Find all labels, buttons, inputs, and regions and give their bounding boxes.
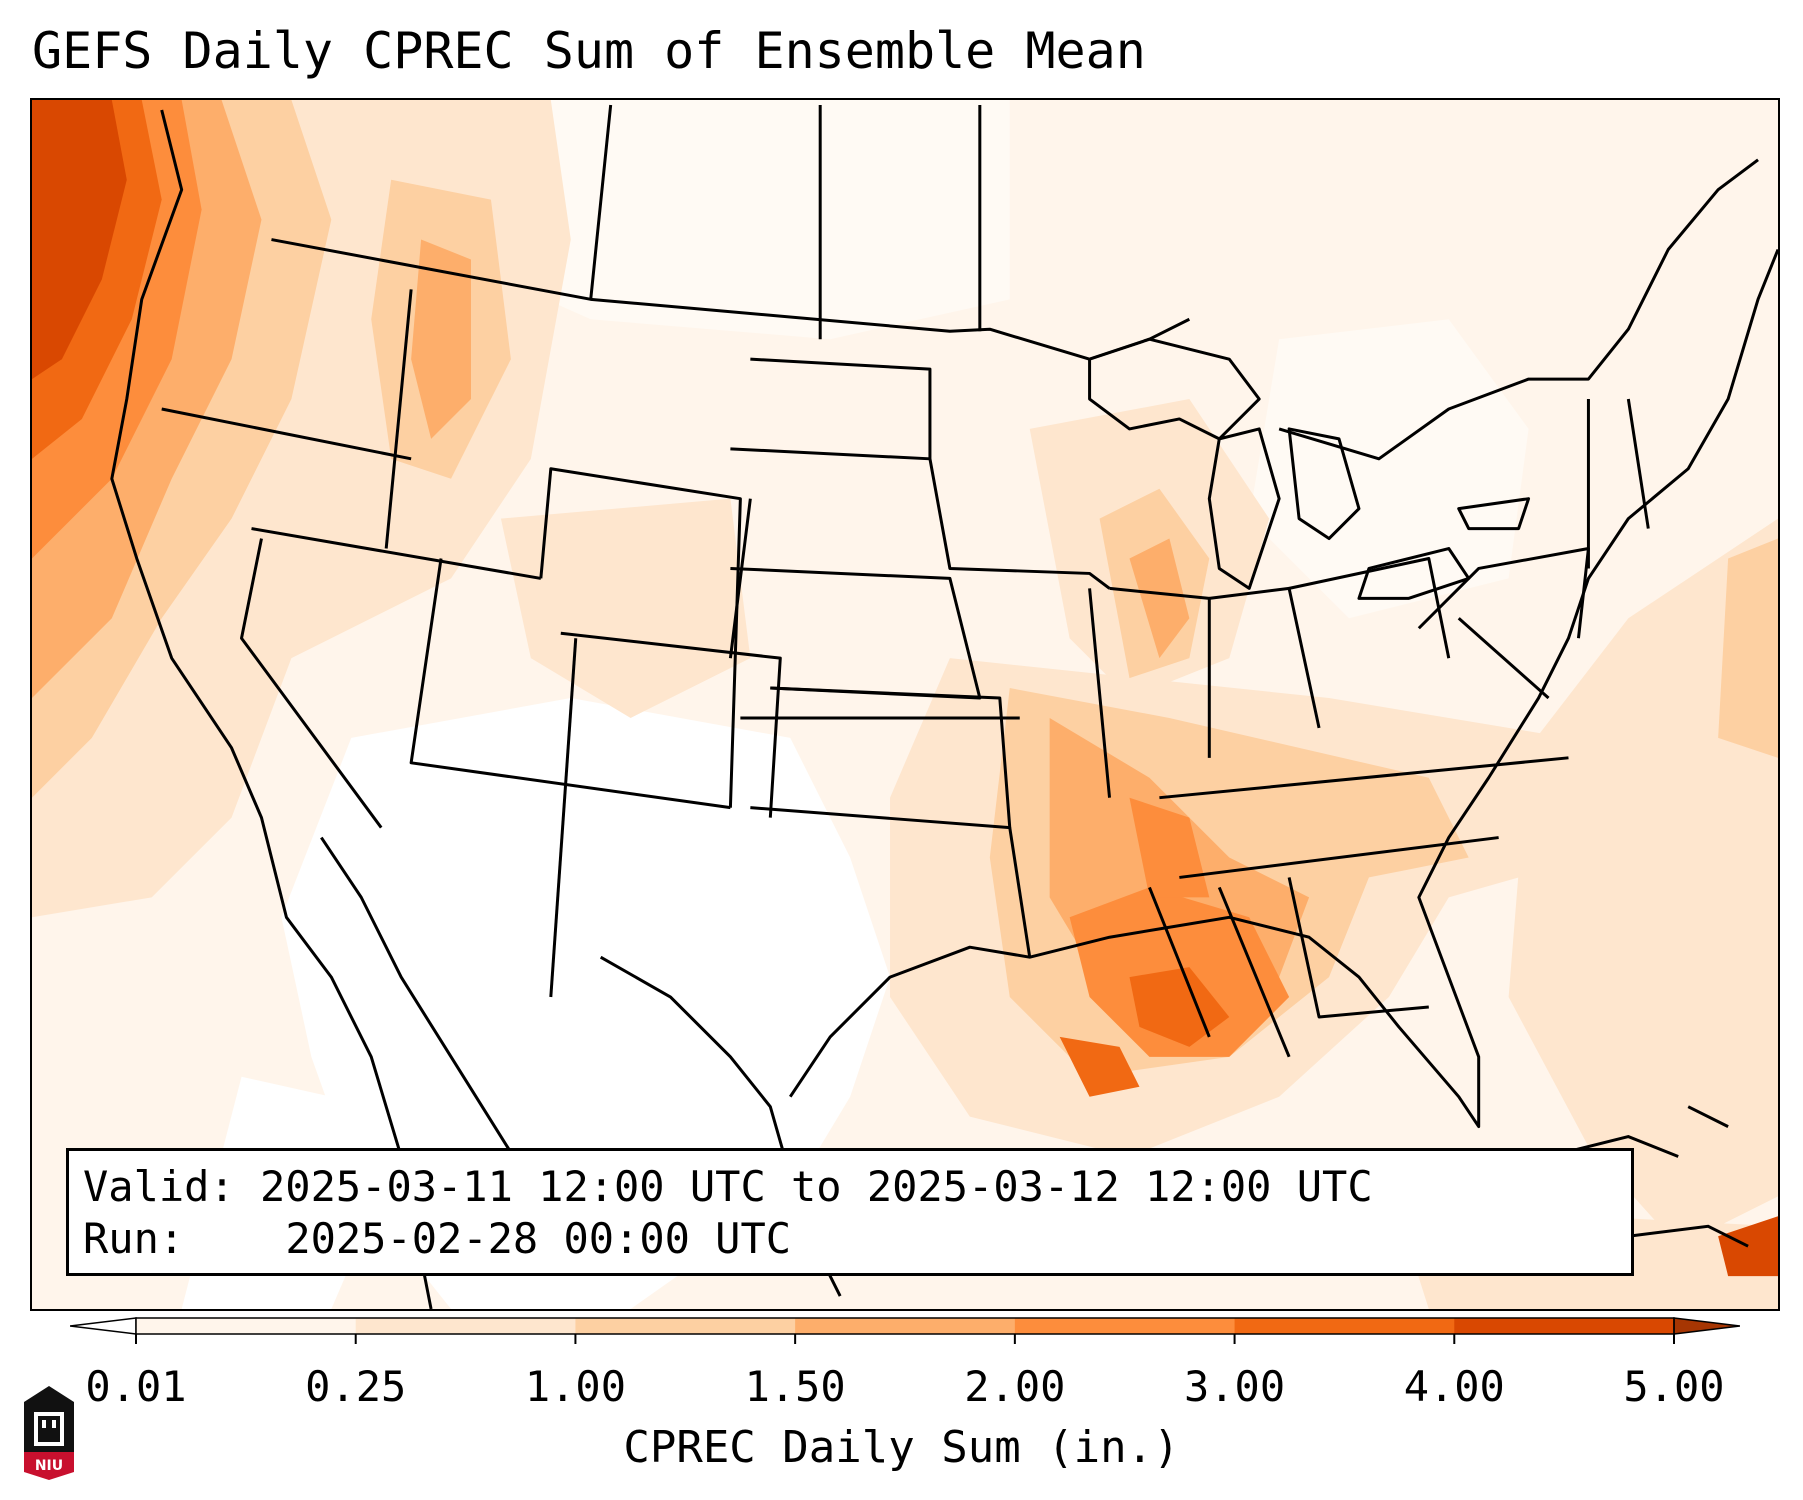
valid-line: Valid: 2025-03-11 12:00 UTC to 2025-03-1… (83, 1161, 1617, 1213)
colorbar-tick-label: 0.01 (85, 1362, 187, 1411)
colorbar-segment (355, 1318, 576, 1334)
colorbar-tick-label: 4.00 (1403, 1362, 1505, 1411)
precipitation-map (32, 100, 1778, 1309)
map-frame (30, 98, 1780, 1311)
colorbar-tick-label: 5.00 (1623, 1362, 1725, 1411)
colorbar-segment (575, 1318, 796, 1334)
boundaries (110, 104, 1778, 1309)
colorbar-segment (795, 1318, 1016, 1334)
colorbar-tick-label: 0.25 (305, 1362, 407, 1411)
run-line: Run: 2025-02-28 00:00 UTC (83, 1213, 1617, 1265)
colorbar-segment (1014, 1318, 1236, 1334)
valid-value: 2025-03-11 12:00 UTC to 2025-03-12 12:00… (260, 1162, 1373, 1211)
svg-text:NIU: NIU (35, 1458, 63, 1474)
colorbar-segment (136, 1318, 357, 1334)
colorbar-segment (1454, 1318, 1675, 1334)
colorbar-tick-label: 3.00 (1183, 1362, 1286, 1411)
colorbar-tick-label: 1.50 (744, 1362, 846, 1411)
colorbar-extend-low (70, 1317, 137, 1335)
colorbar-tick-label: 1.00 (524, 1362, 626, 1411)
colorbar-label: CPREC Daily Sum (in.) (623, 1422, 1180, 1473)
colorbar-segment (1234, 1318, 1455, 1334)
colorbar-extend-high (1673, 1317, 1740, 1335)
colorbar (70, 1317, 1740, 1344)
colorbar-tick-label: 2.00 (964, 1362, 1066, 1411)
valid-label: Valid: (83, 1162, 235, 1211)
page-title: GEFS Daily CPREC Sum of Ensemble Mean (32, 22, 1146, 80)
niu-logo: NIU (24, 1386, 74, 1480)
run-value: 2025-02-28 00:00 UTC (285, 1214, 792, 1263)
run-label: Run: (83, 1214, 185, 1263)
info-box: Valid: 2025-03-11 12:00 UTC to 2025-03-1… (66, 1148, 1634, 1276)
